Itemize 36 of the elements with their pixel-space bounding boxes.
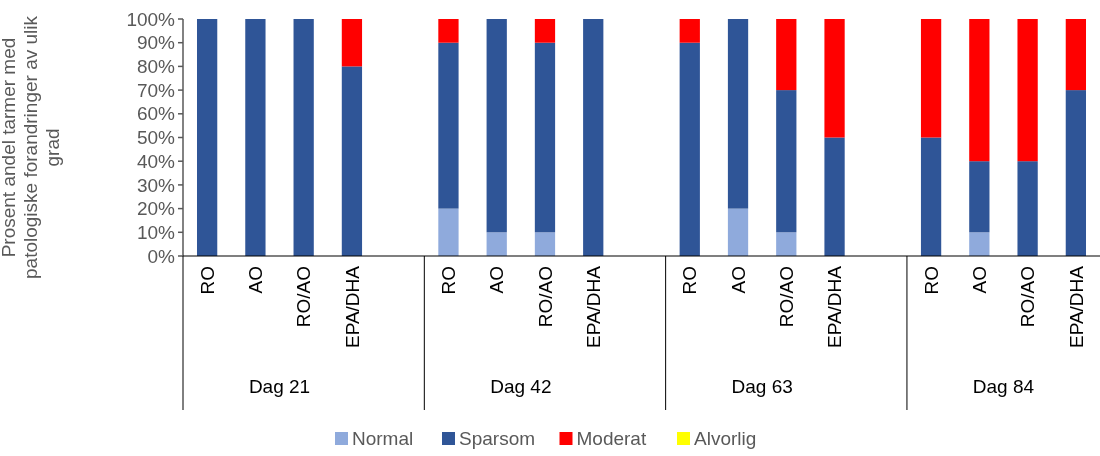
x-tick-label: AO (245, 266, 267, 294)
y-tick-label: 90% (136, 32, 176, 54)
x-tick-label: EPA/DHA (1065, 265, 1087, 349)
legend-label: Sparsom (459, 428, 536, 449)
text: Dag 42 (490, 376, 552, 397)
y-tick-label: 0% (147, 245, 176, 267)
y-tick-label: 100% (126, 8, 176, 30)
x-tick-label: EPA/DHA (341, 265, 363, 349)
y-tick-label: 70% (136, 79, 176, 101)
y-axis-title: Prosent andel tarmer med patologiske forandringer av ulik grad (0, 15, 63, 279)
text: Dag 84 (972, 376, 1035, 397)
y-tick-label: 80% (136, 56, 176, 78)
text: Dag 21 (248, 376, 311, 397)
x-tick-label: RO (679, 266, 701, 295)
y-tick-label: 50% (136, 127, 176, 149)
y-tick-label: 20% (136, 198, 176, 220)
x-tick-label: EPA/DHA (582, 265, 604, 349)
y-tick-label: 60% (136, 103, 176, 125)
x-tick-label: RO/AO (775, 266, 797, 328)
x-tick-label: RO (438, 266, 460, 295)
x-tick-label: AO (486, 266, 508, 294)
legend-label: Alvorlig (694, 428, 757, 449)
x-tick-label: RO (920, 266, 942, 295)
legend-label: Moderat (576, 428, 647, 449)
x-tick-label: RO/AO (1017, 266, 1039, 328)
x-tick-label: AO (968, 266, 990, 294)
y-tick-label: 10% (136, 221, 176, 243)
x-tick-label: RO/AO (293, 266, 315, 328)
y-tick-label: 40% (136, 150, 176, 172)
text: Dag 63 (731, 376, 793, 397)
x-tick-label: EPA/DHA (824, 265, 846, 349)
x-tick-label: AO (727, 266, 749, 294)
x-tick-label: RO/AO (534, 266, 556, 328)
legend-label: Normal (352, 428, 414, 449)
y-tick-label: 30% (136, 174, 176, 196)
x-tick-label: RO (196, 266, 218, 295)
